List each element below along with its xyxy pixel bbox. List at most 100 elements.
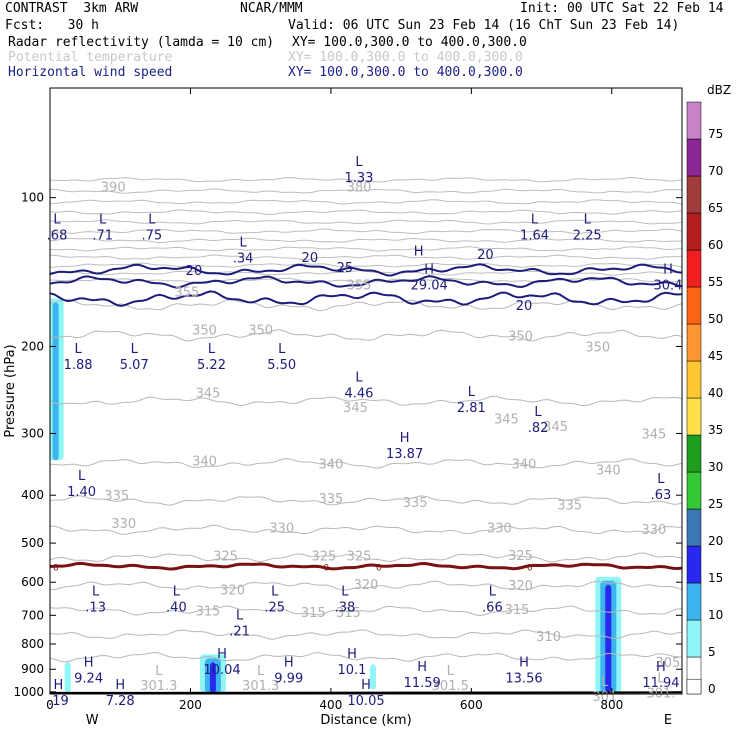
theta-label: 380 <box>347 181 372 196</box>
freezing-level-label: 0 <box>527 563 533 573</box>
wind-extremum-value: .63 <box>651 488 672 503</box>
wind-contour-label: 20 <box>186 264 203 279</box>
colorbar-swatch <box>686 434 702 473</box>
wind-extremum-marker: H <box>84 655 94 670</box>
theta-contour-upper <box>50 219 682 225</box>
theta-contour-upper <box>50 262 682 268</box>
colorbar-level: 65 <box>708 201 723 215</box>
colorbar-level: 70 <box>708 164 723 178</box>
theta-label: 320 <box>508 579 533 594</box>
wind-extremum-value: 9.24 <box>74 671 103 686</box>
colorbar-level: 30 <box>708 460 723 474</box>
theta-label: 335 <box>557 499 582 514</box>
wind-extremum-marker: L <box>236 608 244 623</box>
colorbar-level: 35 <box>708 423 723 437</box>
theta-label: 315 <box>336 606 361 621</box>
wind-extremum-value: 11.59 <box>404 676 441 691</box>
theta-label: 390 <box>101 181 126 196</box>
theta-contour <box>50 651 682 663</box>
colorbar-level: 25 <box>708 497 723 511</box>
colorbar-level: 45 <box>708 349 723 363</box>
wind-extremum-value: .13 <box>85 600 106 615</box>
reflectivity-cell <box>209 662 216 693</box>
wind-extremum-marker: H <box>217 647 227 662</box>
theta-label: 325 <box>311 550 336 565</box>
wind-extremum-marker: L <box>584 213 592 228</box>
wind-extremum-value: 4.46 <box>345 387 374 402</box>
wind-speed-contour <box>50 275 682 289</box>
colorbar-level: 0 <box>708 682 716 696</box>
colorbar-swatch <box>686 101 702 140</box>
wind-extremum-marker: L <box>355 155 363 170</box>
theta-surface-minimum: L 301.5 <box>432 664 469 694</box>
wind-extremum-marker: L <box>531 213 539 228</box>
wind-extremum-marker: L <box>99 213 107 228</box>
colorbar-level: 15 <box>708 571 723 585</box>
y-tick-label: 500 <box>21 536 44 550</box>
theta-label: 340 <box>318 457 343 472</box>
x-tick-label: 400 <box>319 698 342 712</box>
theta-label: 345 <box>543 420 568 435</box>
wind-extremum-marker: L <box>148 213 156 228</box>
wind-speed-contour <box>50 290 682 307</box>
wind-extremum-value: 1.33 <box>345 171 374 186</box>
colorbar-swatch <box>686 545 702 584</box>
wind-extremum-value: .66 <box>482 600 503 615</box>
theta-label: 340 <box>596 464 621 479</box>
wind-extremum-value: 1.88 <box>64 358 93 373</box>
colorbar-level: 20 <box>708 534 723 548</box>
wind-extremum-value: 10.1 <box>337 663 366 678</box>
wind-extremum-marker: L <box>534 405 542 420</box>
wind-extremum-marker: H <box>656 660 666 675</box>
theta-contour <box>50 458 682 469</box>
theta-label: 330 <box>111 517 136 532</box>
wind-extremum-value: .40 <box>166 600 187 615</box>
wind-extremum-marker: H <box>54 678 64 693</box>
theta-label: 350 <box>248 324 273 339</box>
valid-time: Valid: 06 UTC Sun 23 Feb 14 (16 ChT Sun … <box>288 18 680 33</box>
field-wind-name: Horizontal wind speed <box>8 65 173 80</box>
y-tick-label: 700 <box>21 608 44 622</box>
wind-extremum-marker: H <box>417 660 427 675</box>
wind-extremum-value: 10.05 <box>347 694 384 709</box>
wind-extremum-marker: H <box>424 262 434 277</box>
theta-contour <box>50 580 682 591</box>
wind-extremum-marker: L <box>78 469 86 484</box>
wind-speed-contour <box>50 263 682 277</box>
wind-extremum-marker: L <box>278 342 286 357</box>
y-tick-label: 900 <box>21 662 44 676</box>
wind-extremum-value: 13.56 <box>505 671 542 686</box>
colorbar-unit: dBZ <box>707 83 731 97</box>
wind-extremum-value: 7.28 <box>106 694 135 709</box>
colorbar-swatch <box>686 508 702 547</box>
theta-label: 330 <box>487 522 512 537</box>
theta-label: 355 <box>347 279 372 294</box>
wind-extremum-value: 13.87 <box>386 447 423 462</box>
theta-contour <box>50 605 682 617</box>
field-theta-xy: XY= 100.0,300.0 to 400.0,300.0 <box>288 50 523 65</box>
field-reflectivity-name: Radar reflectivity (lamda = 10 cm) <box>8 35 275 50</box>
wind-extremum-marker: H <box>284 655 294 670</box>
theta-label: 315 <box>301 606 326 621</box>
reflectivity-cell <box>370 664 376 690</box>
model-title: CONTRAST 3km ARW <box>5 1 139 16</box>
y-tick-label: 300 <box>21 426 44 440</box>
forecast-hour: Fcst: 30 h <box>5 18 99 33</box>
theta-label: 325 <box>213 550 238 565</box>
colorbar-swatch-below <box>686 678 702 695</box>
wind-extremum-value: 1.64 <box>520 229 549 244</box>
colorbar-swatch <box>686 249 702 288</box>
colorbar-swatch <box>686 323 702 362</box>
theta-contour-upper <box>50 246 682 252</box>
wind-extremum-value: .21 <box>229 624 250 639</box>
wind-extremum-value: .68 <box>47 229 68 244</box>
wind-extremum-value: 1.40 <box>67 485 96 500</box>
wind-extremum-value: 29.04 <box>411 278 448 293</box>
ground-line <box>50 691 682 694</box>
wind-extremum-marker: L <box>131 342 139 357</box>
wind-extremum-value: 9.99 <box>274 671 303 686</box>
theta-label: 350 <box>585 340 610 355</box>
reflectivity-cell <box>64 662 71 693</box>
wind-extremum-value: 5.22 <box>197 358 226 373</box>
west-label: W <box>86 713 99 728</box>
